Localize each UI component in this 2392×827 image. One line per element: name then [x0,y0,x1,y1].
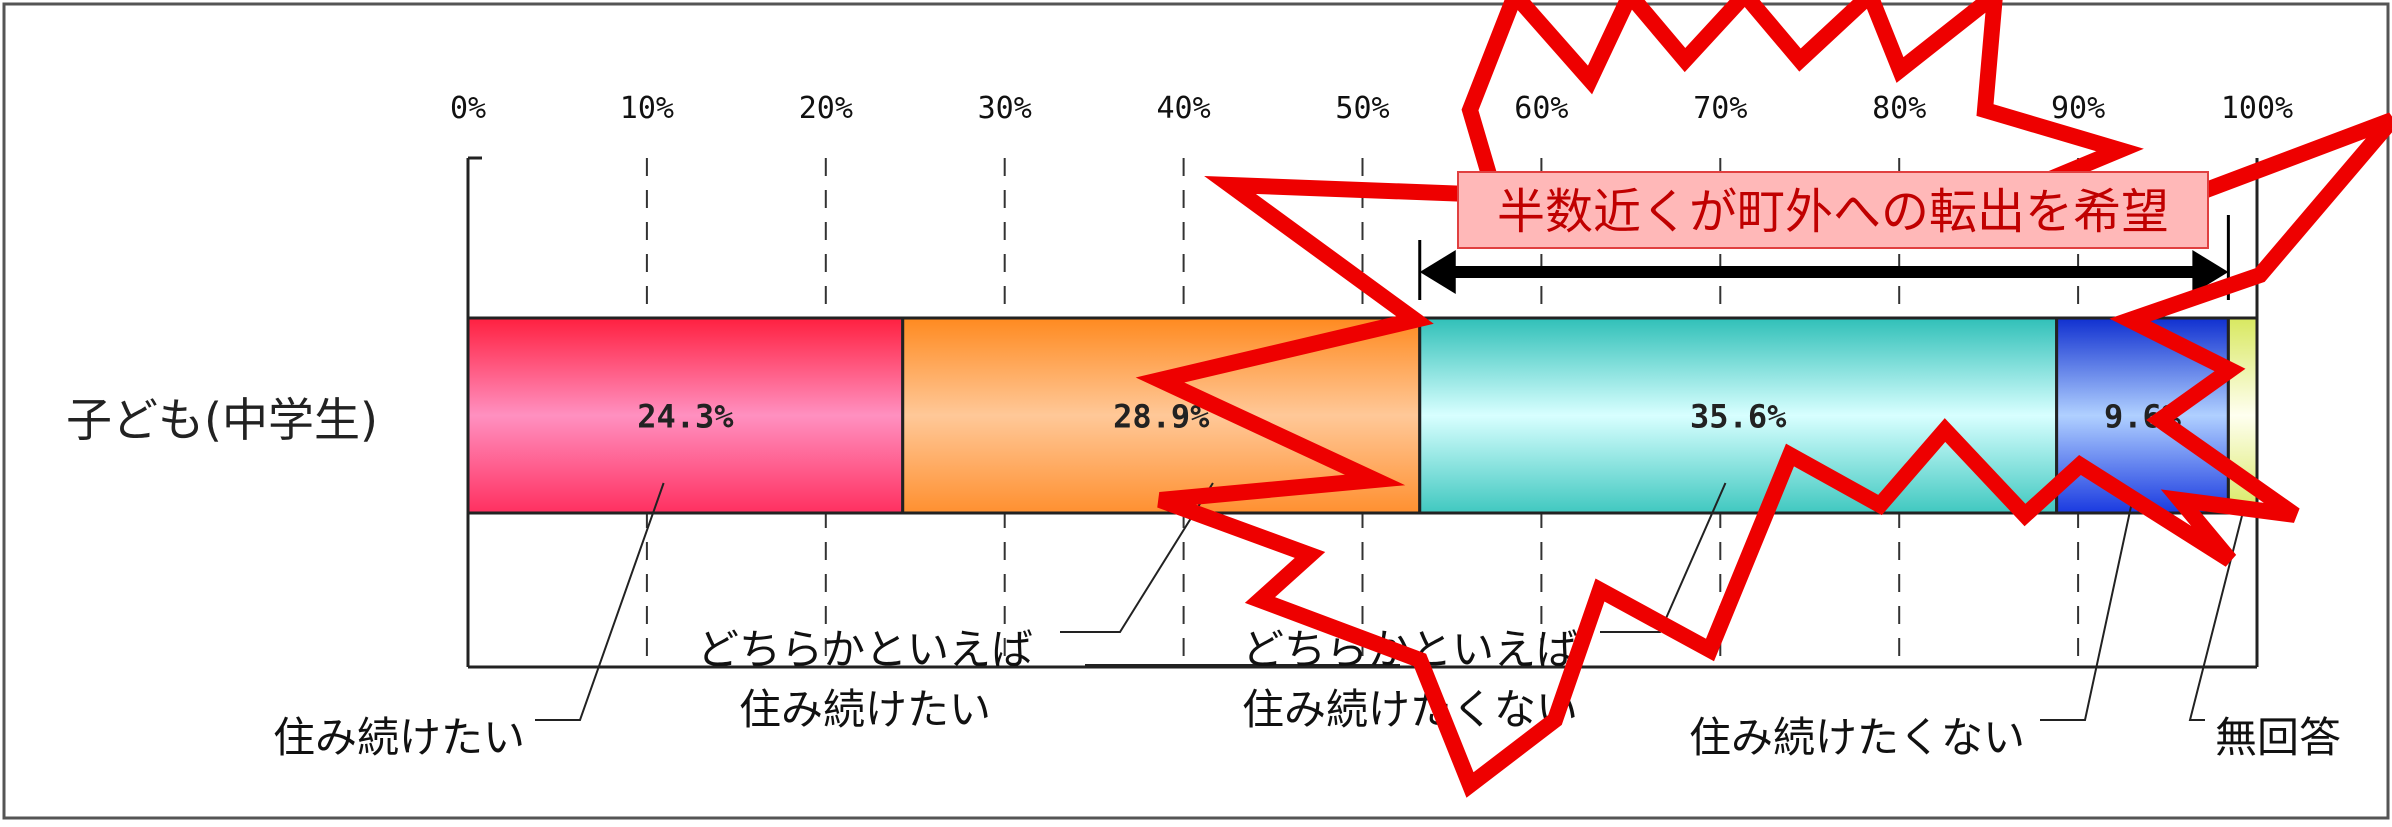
leader-line [2188,512,2244,721]
leader-line [2040,492,2135,721]
legend-label: 無回答 [2215,713,2341,762]
x-tick-label: 30% [978,91,1032,126]
legend-label: 住み続けたい [273,713,525,762]
bar-segments [466,316,2259,515]
data-label: 24.3% [637,398,734,436]
burst-shape: 半数近くが町外への転出を希望 [1135,0,2392,798]
x-tick-label: 50% [1335,91,1389,126]
burst-outline [1135,0,2392,798]
leader-line [1600,482,1727,633]
annotation-box [1457,171,2209,249]
x-tick-label: 60% [1514,91,1568,126]
x-tick-label: 70% [1693,91,1747,126]
legend-label: 住み続けたくない [1242,685,1578,734]
bar-segment [1418,316,2059,515]
x-axis-ticks: 0% 10% 20% 30% 40% 50% 60% 70% 80% 90% 100% [450,91,2293,126]
bar-segment [466,316,905,515]
x-tick-label: 40% [1157,91,1211,126]
legend-labels: 住み続けたいどちらかといえば住み続けたいどちらかといえば住み続けたくない住み続け… [273,625,2341,762]
legend-label: 住み続けたくない [1689,713,2025,762]
category-label: 子ども(中学生) [66,393,378,447]
annotation-text: 半数近くが町外への転出を希望 [1497,184,2169,240]
x-tick-label: 100% [2221,91,2293,126]
x-tick-label: 0% [450,91,486,126]
legend-label: 住み続けたい [739,685,991,734]
legend-label: どちらかといえば [697,625,1033,674]
leader-lines [535,482,2244,721]
leader-line [535,482,665,721]
annotation-arrow-head-left [1419,250,1456,294]
leader-line [1060,482,1214,633]
x-tick-label: 10% [620,91,674,126]
annotation [1418,215,2230,300]
data-label: 35.6% [1690,398,1787,436]
x-tick-label: 20% [799,91,853,126]
x-tick-label: 80% [1872,91,1926,126]
annotation-arrow-head-right [2192,250,2229,294]
x-tick-label: 90% [2051,91,2105,126]
